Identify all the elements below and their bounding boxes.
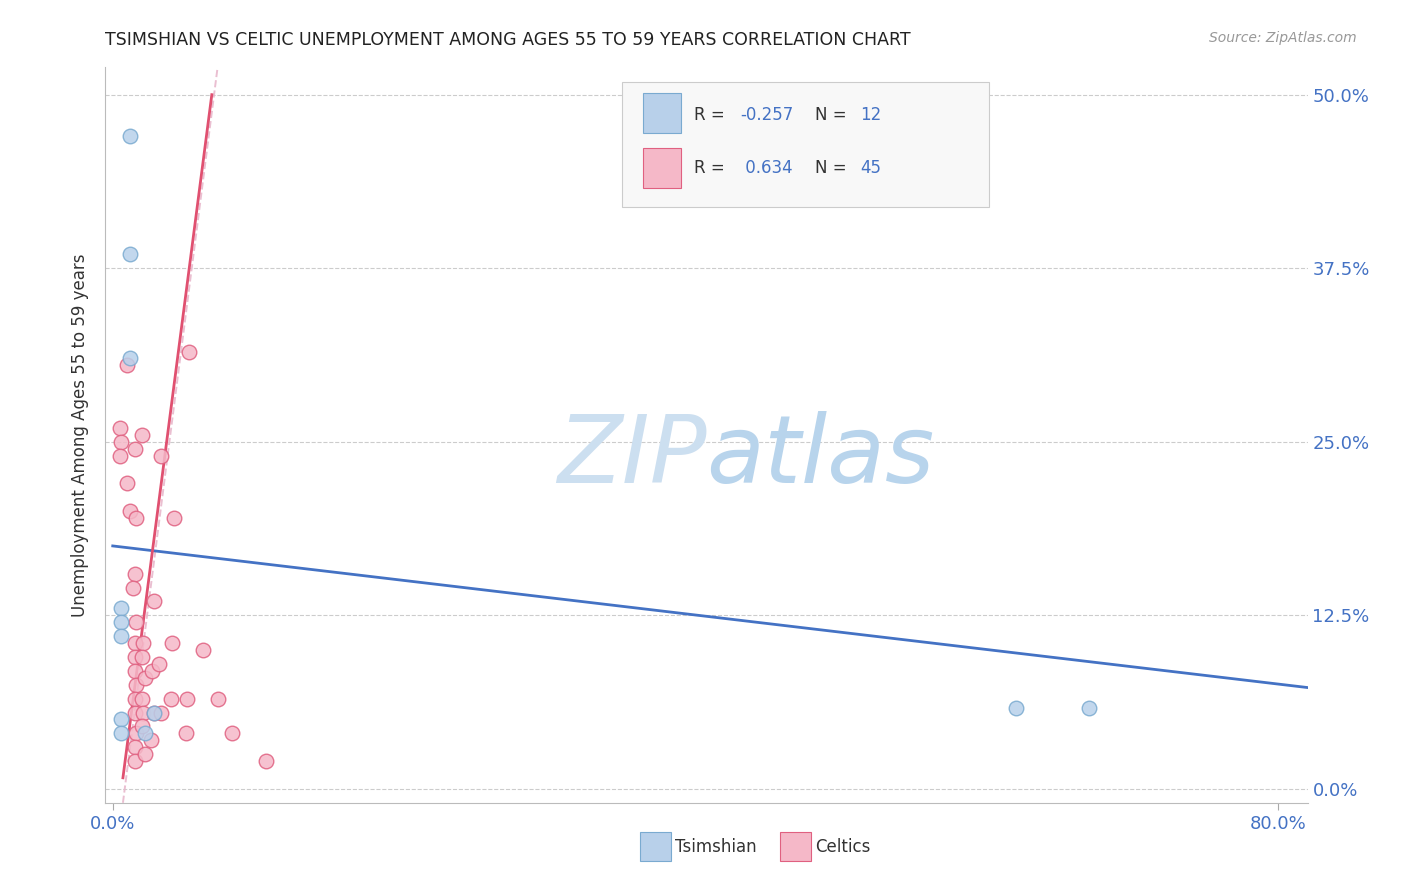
Point (160, 691, 183, 706)
Point (110, 726, 132, 740)
Point (131, 719, 153, 733)
Text: atlas: atlas (707, 411, 935, 502)
Point (124, 650, 146, 665)
Point (1005, 701, 1028, 715)
Text: 45: 45 (860, 159, 882, 177)
Point (110, 434, 132, 449)
Point (120, 351, 142, 366)
Point (134, 747, 156, 762)
Point (163, 511, 186, 525)
Point (139, 733, 162, 747)
Point (110, 601, 132, 615)
Point (131, 691, 153, 706)
Point (149, 706, 172, 720)
Point (108, 449, 131, 463)
Point (108, 421, 131, 435)
FancyBboxPatch shape (623, 82, 988, 207)
Point (117, 359, 139, 373)
Text: R =: R = (695, 159, 725, 177)
Point (162, 636, 184, 650)
Point (148, 657, 170, 671)
Point (125, 511, 148, 525)
Point (120, 247, 142, 261)
Point (132, 636, 155, 650)
Point (122, 581, 145, 595)
Point (134, 671, 156, 685)
Point (131, 650, 153, 665)
Point (131, 428, 153, 442)
Point (124, 636, 146, 650)
Point (125, 615, 148, 630)
Point (134, 726, 156, 740)
Point (177, 344, 200, 359)
Point (221, 726, 243, 740)
Point (120, 504, 142, 518)
Point (142, 594, 165, 608)
Text: TSIMSHIAN VS CELTIC UNEMPLOYMENT AMONG AGES 55 TO 59 YEARS CORRELATION CHART: TSIMSHIAN VS CELTIC UNEMPLOYMENT AMONG A… (105, 31, 911, 49)
Point (191, 643, 214, 657)
Point (1078, 701, 1101, 715)
Point (124, 706, 146, 720)
Point (110, 615, 132, 630)
Text: R =: R = (695, 106, 725, 124)
Text: -0.257: -0.257 (740, 106, 793, 124)
Point (110, 629, 132, 643)
Point (120, 129, 142, 144)
Point (124, 664, 146, 678)
Point (125, 726, 148, 740)
Text: Celtics: Celtics (815, 838, 870, 855)
Point (124, 442, 146, 456)
Text: N =: N = (814, 106, 846, 124)
Point (132, 706, 155, 720)
Point (142, 706, 165, 720)
Bar (643, 148, 682, 188)
Text: 12: 12 (860, 106, 882, 124)
Point (149, 449, 172, 463)
Text: Source: ZipAtlas.com: Source: ZipAtlas.com (1209, 31, 1357, 45)
Point (124, 566, 146, 581)
Point (176, 691, 198, 706)
Point (174, 726, 197, 740)
Point (141, 664, 163, 678)
Point (124, 754, 146, 768)
Point (125, 678, 148, 692)
Point (124, 740, 146, 755)
Point (254, 754, 277, 768)
Text: 0.634: 0.634 (740, 159, 793, 177)
Text: Tsimshian: Tsimshian (675, 838, 756, 855)
Text: N =: N = (814, 159, 846, 177)
Text: ZIP: ZIP (557, 411, 707, 502)
Point (110, 713, 132, 727)
Point (142, 706, 165, 720)
Bar (643, 93, 682, 133)
Point (207, 691, 229, 706)
Point (117, 476, 139, 491)
Point (124, 691, 146, 706)
Y-axis label: Unemployment Among Ages 55 to 59 years: Unemployment Among Ages 55 to 59 years (72, 253, 90, 616)
